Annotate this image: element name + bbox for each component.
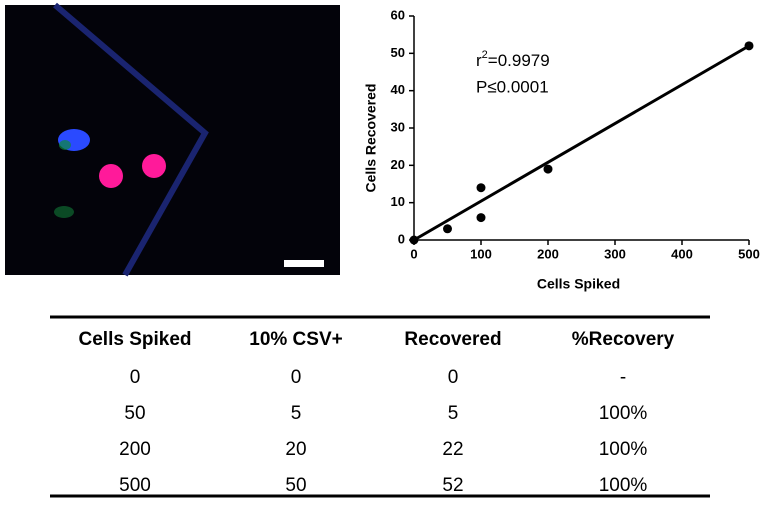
cell-green (59, 140, 71, 150)
scale-bar (284, 260, 324, 267)
header-cell: Recovered (404, 329, 501, 350)
plot: 0 10 20 30 40 50 60 0 100 200 300 400 500 Cells Spike… (363, 7, 760, 291)
r2-sup: 2 (482, 49, 488, 61)
x-tick-label: 0 (410, 246, 417, 261)
table-cell: 500 (119, 475, 151, 496)
table-cell: 20 (285, 439, 306, 460)
image-background (5, 5, 340, 275)
table-cell: 100% (599, 439, 648, 460)
r2-base: r (476, 51, 482, 70)
y-tick-label: 10 (391, 194, 405, 209)
r2-annotation: r2=0.9979 (476, 49, 550, 71)
table-cell: 0 (448, 367, 459, 388)
y-tick-label: 30 (391, 119, 405, 134)
y-axis-label: Cells Recovered (363, 84, 379, 193)
y-tick-label: 20 (391, 157, 405, 172)
x-tick-label: 300 (604, 246, 626, 261)
header-cell: %Recovery (572, 329, 675, 350)
table-cell: 100% (599, 475, 648, 496)
table-cell: 50 (285, 475, 306, 496)
point (476, 213, 486, 223)
y-tick-label: 40 (391, 82, 405, 97)
table-cell: 22 (442, 439, 463, 460)
x-tick-label: 400 (671, 246, 693, 261)
table-cell: 100% (599, 403, 648, 424)
x-tick-label: 500 (738, 246, 760, 261)
table: Cells Spiked 10% CSV+ Recovered %Recovery 0 0… (50, 315, 710, 498)
x-tick-label: 100 (470, 246, 492, 261)
y-tick-label: 60 (391, 7, 405, 22)
table-cell: - (620, 367, 626, 388)
table-cell: 0 (291, 367, 302, 388)
micrograph (5, 2, 340, 277)
table-cell: 50 (124, 403, 145, 424)
cell-dim (54, 206, 74, 218)
header-cell: Cells Spiked (79, 329, 192, 350)
r2-value: =0.9979 (488, 51, 550, 70)
table-cell: 52 (442, 475, 463, 496)
table-cell: 5 (448, 403, 459, 424)
point (543, 164, 553, 174)
fit-line (413, 44, 750, 242)
table-cell: 5 (291, 403, 302, 424)
channel-edge (53, 2, 209, 277)
y-tick-label: 0 (398, 231, 405, 246)
table-cell: 0 (130, 367, 141, 388)
point (409, 235, 419, 245)
point (744, 41, 754, 51)
x-tick-label: 200 (537, 246, 559, 261)
point (443, 224, 452, 234)
x-axis-label: Cells Spiked (537, 276, 620, 292)
header-cell: 10% CSV+ (249, 329, 342, 350)
table-cell: 200 (119, 439, 151, 460)
p-annotation: P≤0.0001 (476, 77, 549, 96)
cell-magenta (99, 164, 123, 188)
point (476, 183, 486, 193)
y-tick-label: 50 (391, 45, 405, 60)
cell-magenta (142, 154, 166, 178)
